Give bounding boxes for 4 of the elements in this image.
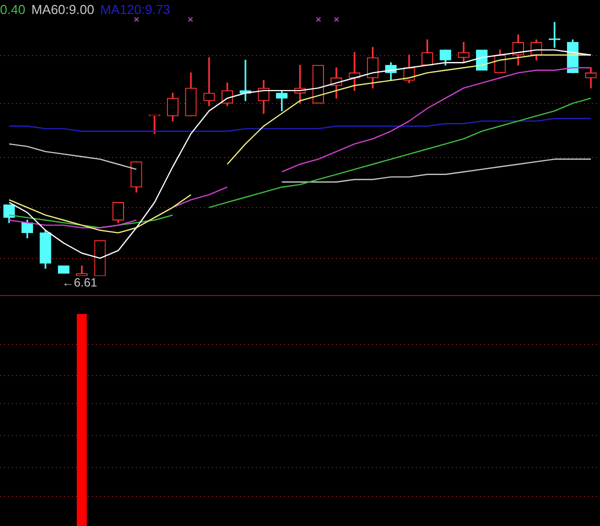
text: 0.40 bbox=[0, 2, 26, 17]
text: MA60:9.00 bbox=[31, 2, 94, 17]
annotation: ←6.61 bbox=[62, 275, 98, 290]
text: MA120:9.73 bbox=[100, 2, 170, 17]
